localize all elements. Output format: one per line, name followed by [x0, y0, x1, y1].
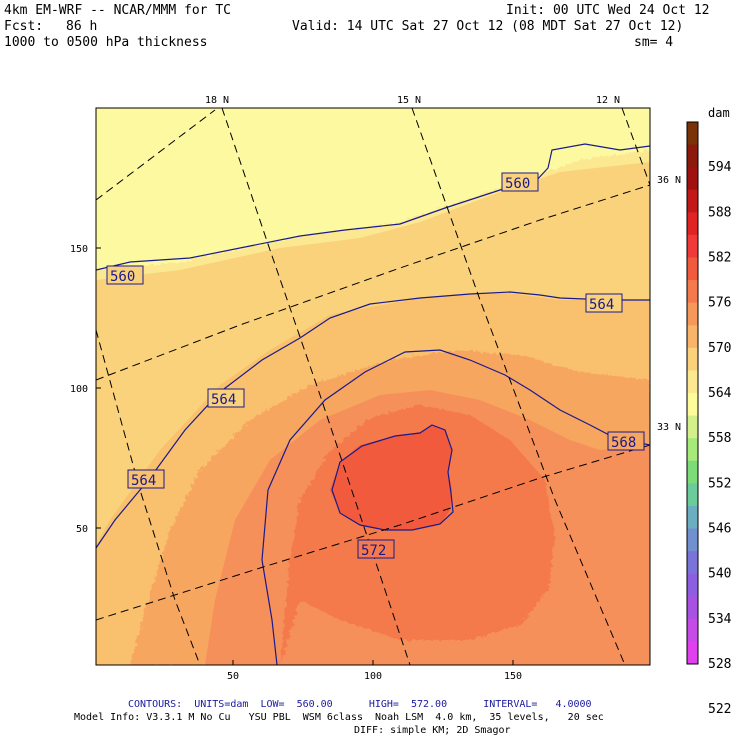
- svg-text:572: 572: [361, 543, 386, 559]
- contour-label-560-top: 560: [501, 172, 539, 192]
- colorbar-level-label: 552: [708, 476, 731, 491]
- y-tick-label: 150: [70, 244, 88, 255]
- colorbar-level-label: 534: [708, 612, 732, 627]
- model-title: 4km EM-WRF -- NCAR/MMM for TC: [4, 3, 231, 18]
- colorbar-swatch: [687, 460, 698, 484]
- graticule: [96, 108, 650, 665]
- colorbar-level-label: 564: [708, 386, 732, 401]
- svg-text:564: 564: [211, 392, 236, 408]
- contour-label-564-left: 564: [127, 469, 165, 489]
- init-time: Init: 00 UTC Wed 24 Oct 12: [506, 3, 710, 18]
- valid-time: Valid: 14 UTC Sat 27 Oct 12 (08 MDT Sat …: [292, 19, 684, 34]
- lat-label-top: 12 N: [596, 95, 620, 106]
- x-tick-label: 150: [504, 671, 522, 682]
- colorbar-level-label: 594: [708, 160, 732, 175]
- colorbar-swatch: [687, 325, 698, 349]
- colorbar-swatch: [687, 438, 698, 462]
- contour-label-564-right: 564: [585, 293, 623, 313]
- lat-label-right: 36 N: [657, 175, 681, 186]
- colorbar-level-label: 588: [708, 205, 731, 220]
- y-tick-label: 100: [70, 384, 88, 395]
- colorbar-swatch: [687, 167, 698, 191]
- colorbar-swatch: [687, 505, 698, 529]
- band-572-574: [330, 425, 452, 530]
- diff-info: DIFF: simple KM; 2D Smagor: [354, 725, 511, 736]
- y-tick-label: 50: [76, 524, 88, 535]
- svg-text:564: 564: [589, 297, 614, 313]
- svg-text:564: 564: [131, 473, 156, 489]
- filled-contours: [96, 108, 650, 665]
- lon-line-18n: [221, 108, 411, 665]
- contour-lines: [96, 143, 650, 665]
- contour-label-572: 572: [357, 539, 395, 559]
- colorbar-swatch: [687, 528, 698, 552]
- colorbar-swatch: [687, 393, 698, 417]
- colorbar-swatch: [687, 280, 698, 304]
- svg-text:560: 560: [505, 176, 530, 192]
- lon-line-12n: [621, 108, 650, 186]
- contours-info: CONTOURS: UNITS=dam LOW= 560.00 HIGH= 57…: [128, 699, 592, 710]
- colorbar-swatch: [687, 302, 698, 326]
- contour-564: [96, 291, 650, 549]
- colorbar-swatch: [687, 641, 698, 665]
- model-info: Model Info: V3.3.1 M No Cu YSU PBL WSM 6…: [74, 712, 604, 723]
- forecast-hours: 86 h: [66, 19, 98, 34]
- lat-line-33n: [96, 444, 650, 621]
- colorbar-swatch: [687, 347, 698, 371]
- colorbar: dam 594 588 582 576 570 564 558 552 546 540 534 528 5…: [686, 106, 732, 717]
- field-name: 1000 to 0500 hPa thickness: [4, 35, 208, 50]
- lat-label-right: 33 N: [657, 422, 681, 433]
- lat-label-top: 15 N: [397, 95, 421, 106]
- colorbar-level-label: 522: [708, 702, 731, 717]
- smoothing-label: sm= 4: [634, 35, 674, 50]
- colorbar-swatch: [687, 212, 698, 236]
- colorbar-swatch: [687, 551, 698, 575]
- contour-560: [96, 143, 650, 271]
- contour-568: [261, 349, 650, 665]
- colorbar-swatch: [687, 596, 698, 620]
- colorbar-frame: [686, 121, 699, 665]
- colorbar-level-label: 540: [708, 567, 731, 582]
- colorbar-level-label: 528: [708, 657, 731, 672]
- colorbar-swatch: [687, 234, 698, 258]
- colorbar-swatch: [687, 483, 698, 507]
- contour-label-568: 568: [607, 431, 645, 451]
- colorbar-swatch: [687, 573, 698, 597]
- contour-label-560-left: 560: [106, 265, 144, 285]
- colorbar-level-label: 576: [708, 296, 731, 311]
- colorbar-swatch: [687, 122, 698, 146]
- colorbar-swatch: [687, 189, 698, 213]
- colorbar-swatch: [687, 415, 698, 439]
- colorbar-level-label: 582: [708, 251, 731, 266]
- contour-label-564-mid: 564: [207, 388, 245, 408]
- colorbar-swatch: [687, 144, 698, 168]
- colorbar-level-label: 570: [708, 341, 731, 356]
- colorbar-swatch: [687, 257, 698, 281]
- contour-572: [331, 424, 454, 531]
- svg-text:560: 560: [110, 269, 135, 285]
- lat-line-36n: [96, 184, 650, 381]
- x-tick-label: 50: [227, 671, 239, 682]
- colorbar-level-label: 546: [708, 522, 731, 537]
- axis-ticks: [96, 247, 514, 665]
- forecast-label: Fcst:: [4, 19, 44, 34]
- lon-line-left: [96, 329, 201, 665]
- x-tick-label: 100: [364, 671, 382, 682]
- lat-label-top: 18 N: [205, 95, 229, 106]
- svg-text:568: 568: [611, 435, 636, 451]
- lat-line-top: [96, 109, 216, 201]
- colorbar-swatch: [687, 370, 698, 394]
- colorbar-level-label: 558: [708, 431, 731, 446]
- colorbar-unit: dam: [708, 106, 730, 120]
- colorbar-swatch: [687, 618, 698, 642]
